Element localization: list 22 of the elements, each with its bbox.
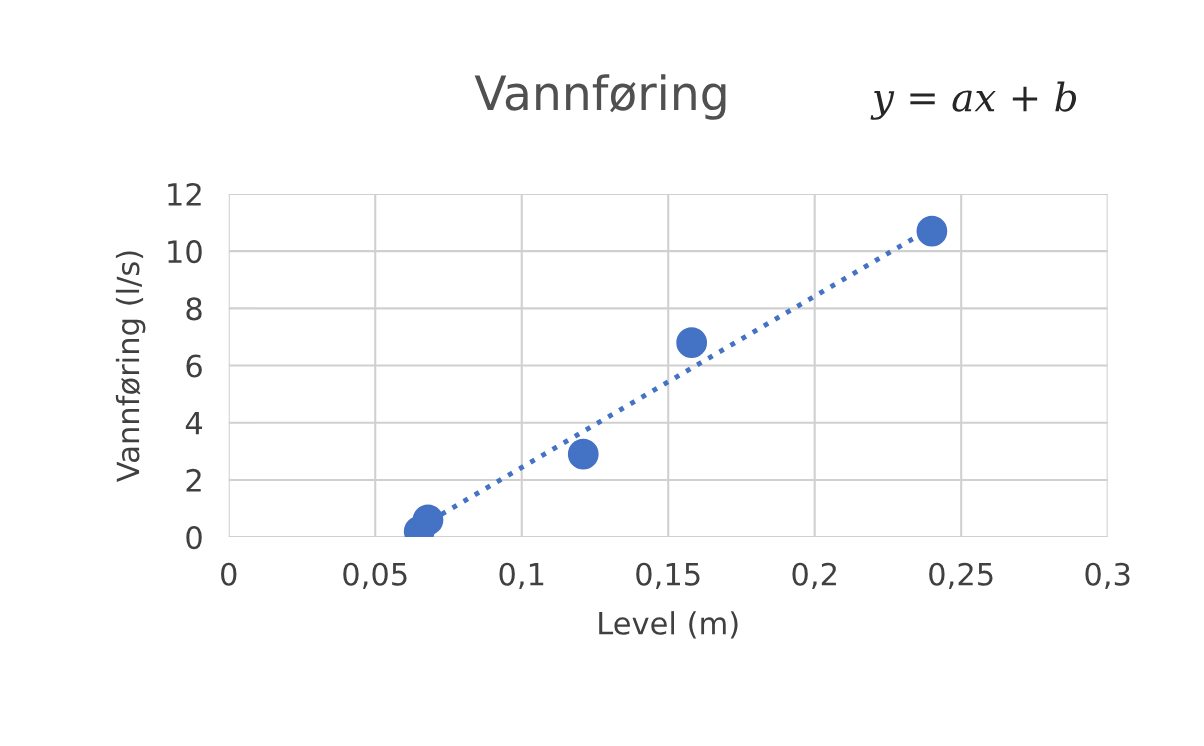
y-axis-title: Vannføring (l/s) [115, 251, 146, 483]
point [567, 438, 599, 470]
y-tick-label: 6 [186, 354, 202, 378]
x-tick-label: 0,05 [343, 562, 407, 589]
y-tick-label: 8 [186, 297, 202, 321]
text: y = ax + b [870, 81, 1077, 120]
x-tick-label: 0 [221, 562, 237, 586]
point [412, 504, 444, 536]
x-tick-label: 0,2 [792, 562, 836, 589]
point [916, 215, 948, 247]
chart-title: Vannføring [474, 74, 726, 120]
y-tick-label: 10 [168, 240, 202, 264]
y-tick-label: 4 [185, 412, 203, 435]
point [676, 327, 708, 359]
x-tick-label: 0,15 [636, 562, 700, 589]
x-tick-label: 0,3 [1085, 562, 1130, 589]
y-tick-label: 12 [168, 182, 201, 206]
x-axis-title: Level (m) [599, 611, 738, 639]
x-tick-label: 0,1 [499, 562, 544, 589]
y-tick-label: 0 [186, 526, 202, 550]
y-tick-label: 2 [186, 468, 201, 492]
x-tick-label: 0,25 [929, 562, 993, 589]
